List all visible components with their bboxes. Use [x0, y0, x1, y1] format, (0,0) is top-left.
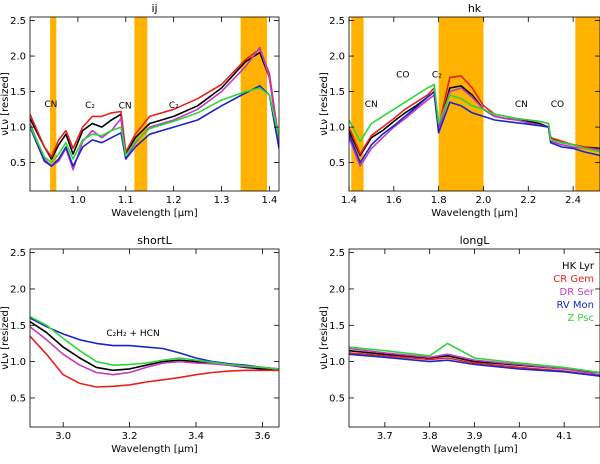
- x-axis-label: Wavelength [μm]: [111, 444, 198, 455]
- x-tick-label: 1.1: [118, 195, 134, 206]
- annotation-label: C₂: [432, 70, 442, 80]
- series-group: [349, 342, 600, 377]
- annotation-label: C₂: [169, 101, 179, 111]
- panel-shortL: 3.0 3.2 3.4 3.6 0.5 1.0 1.5 2.0 2.5 shortL Wavelen…: [0, 234, 280, 455]
- y-tick-label: 0.5: [10, 393, 26, 404]
- annotation-label: CN: [515, 100, 528, 110]
- y-tick-label: 1.5: [10, 87, 26, 98]
- panel-title: longL: [460, 234, 491, 247]
- panel-title: hk: [468, 2, 482, 15]
- y-tick-label: 2.0: [329, 52, 345, 63]
- y-tick-label: 1.0: [10, 123, 26, 134]
- plot-frame: [348, 16, 600, 192]
- panel-longL: 3.7 3.8 3.9 4.0 4.1 0.5 1.0 1.5 2.0 2.5 longL Wavel…: [319, 234, 600, 455]
- y-tick-label: 2.5: [329, 248, 345, 259]
- shaded-band-1: [134, 17, 148, 191]
- x-tick-label: 3.6: [254, 431, 270, 442]
- x-tick-label: 1.4: [261, 195, 277, 206]
- series-line-cr-gem: [30, 48, 279, 158]
- x-tick-label: 1.0: [70, 195, 86, 206]
- x-tick-label: 4.0: [511, 431, 527, 442]
- plot-frame: [29, 16, 280, 192]
- x-tick-label: 2.2: [520, 195, 536, 206]
- y-tick-label: 1.0: [329, 357, 345, 368]
- x-axis-label: Wavelength [μm]: [111, 208, 198, 219]
- x-tick-label: 2.4: [565, 195, 581, 206]
- y-tick-label: 2.5: [10, 248, 26, 259]
- series-line-dr-ser: [349, 347, 600, 376]
- x-tick-label: 1.2: [166, 195, 182, 206]
- x-tick-label: 3.7: [377, 431, 393, 442]
- y-tick-label: 2.0: [10, 284, 26, 295]
- shaded-band-0: [50, 17, 57, 191]
- y-tick-label: 1.5: [329, 87, 345, 98]
- annotation-label: C₂: [85, 101, 95, 111]
- x-tick-label: 1.4: [341, 195, 357, 206]
- series-line-cr-gem: [30, 335, 279, 388]
- panel-title: ij: [151, 2, 157, 15]
- series-line-z-psc: [30, 315, 279, 370]
- series-line-z-psc: [30, 87, 279, 164]
- annotation-label: C₂H₂ + HCN: [106, 329, 159, 339]
- y-tick-label: 0.5: [329, 158, 345, 169]
- y-tick-label: 1.0: [10, 357, 26, 368]
- x-tick-label: 3.9: [467, 431, 483, 442]
- x-tick-label: 3.8: [422, 431, 438, 442]
- panel-ij: 1.0 1.1 1.2 1.3 1.4 0.5 1.0 1.5 2.0 2.5 ij Waveleng…: [0, 2, 280, 219]
- y-tick-label: 1.5: [329, 321, 345, 332]
- x-tick-label: 1.3: [214, 195, 230, 206]
- annotation-label: CN: [44, 100, 57, 110]
- annotation-label: CN: [119, 102, 132, 112]
- series-group: [30, 46, 279, 171]
- y-axis-label: νLν [resized]: [319, 72, 330, 136]
- y-tick-label: 2.5: [329, 16, 345, 27]
- series-line-rv-mon: [349, 90, 600, 164]
- panel-hk: 1.4 1.6 1.8 2.0 2.2 2.4 0.5 1.0 1.5 2.0 2.5 hk Wavel…: [319, 2, 600, 219]
- panel-title: shortL: [137, 234, 172, 247]
- y-tick-label: 0.5: [10, 158, 26, 169]
- series-group: [349, 75, 600, 167]
- y-axis-label: νLν [resized]: [0, 72, 11, 136]
- y-axis-label: νLν [resized]: [0, 306, 11, 370]
- x-tick-label: 1.6: [386, 195, 402, 206]
- y-axis-label: νLν [resized]: [319, 306, 330, 370]
- legend-entry-dr-ser: DR Ser: [560, 287, 595, 298]
- legend-entry-z-psc: Z Psc: [567, 313, 594, 324]
- annotation-label: CO: [396, 70, 409, 80]
- legend-entry-cr-gem: CR Gem: [553, 274, 594, 285]
- shaded-band-2: [240, 17, 268, 191]
- x-axis-label: Wavelength [μm]: [431, 208, 518, 219]
- x-tick-label: 3.0: [55, 431, 71, 442]
- y-tick-label: 0.5: [329, 393, 345, 404]
- y-tick-label: 2.0: [10, 52, 26, 63]
- x-tick-label: 4.1: [556, 431, 572, 442]
- legend-entry-rv-mon: RV Mon: [556, 300, 594, 311]
- x-tick-label: 2.0: [476, 195, 492, 206]
- y-tick-label: 2.5: [10, 16, 26, 27]
- x-tick-label: 1.8: [431, 195, 447, 206]
- series-line-rv-mon: [349, 353, 600, 377]
- annotation-label: CN: [365, 100, 378, 110]
- series-line-z-psc: [349, 83, 600, 153]
- series-line-rv-mon: [30, 85, 279, 167]
- x-tick-label: 3.2: [122, 431, 138, 442]
- shaded-band-2: [575, 17, 600, 191]
- series-line-z-psc: [349, 342, 600, 374]
- y-tick-label: 2.0: [329, 284, 345, 295]
- series-line-dr-ser: [30, 46, 279, 171]
- y-tick-label: 1.0: [329, 123, 345, 134]
- legend-entry-hk-lyr: HK Lyr: [562, 261, 595, 272]
- legend: HK Lyr CR Gem DR Ser RV Mon Z Psc: [553, 261, 595, 324]
- x-tick-label: 3.4: [188, 431, 204, 442]
- series-group: [30, 315, 279, 388]
- plot-frame: [29, 248, 280, 428]
- y-tick-label: 1.5: [10, 321, 26, 332]
- series-line-cr-gem: [349, 352, 600, 377]
- annotation-label: CO: [551, 100, 564, 110]
- x-axis-label: Wavelength [μm]: [431, 444, 518, 455]
